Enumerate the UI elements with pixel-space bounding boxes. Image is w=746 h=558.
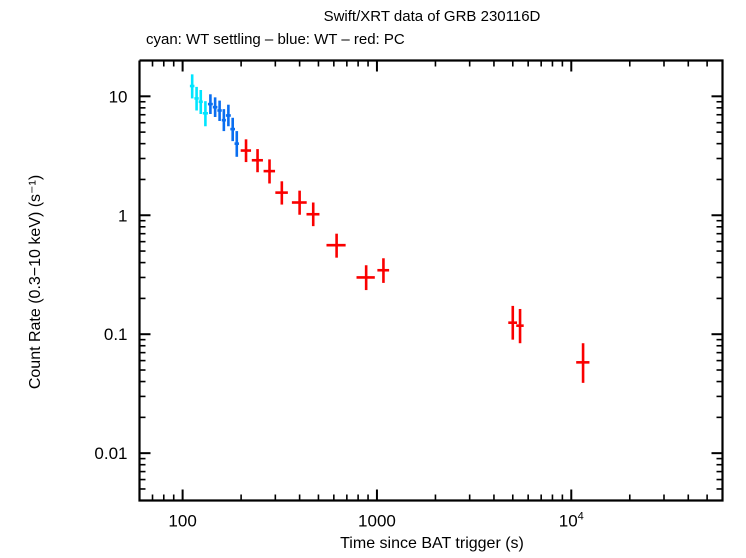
y-tick-label-0: 10 bbox=[109, 87, 128, 106]
data-point bbox=[326, 233, 346, 258]
data-point bbox=[234, 131, 239, 157]
data-point bbox=[263, 159, 276, 184]
y-tick-label-2: 0.1 bbox=[104, 325, 128, 344]
chart-subtitle-legend: cyan: WT settling – blue: WT – red: PC bbox=[146, 31, 405, 48]
data-point bbox=[225, 104, 231, 127]
data-point bbox=[189, 74, 195, 99]
data-point bbox=[275, 181, 288, 205]
x-tick-labels: 100 1000 104 bbox=[168, 511, 583, 531]
series-pc bbox=[240, 139, 590, 383]
chart-title: Swift/XRT data of GRB 230116D bbox=[324, 8, 541, 25]
x-axis-label: Time since BAT trigger (s) bbox=[340, 535, 524, 552]
series-wt bbox=[207, 94, 239, 157]
data-point bbox=[212, 97, 218, 117]
x-tick-label-2: 104 bbox=[559, 511, 584, 531]
data-point bbox=[356, 265, 375, 291]
y-tick-label-1: 1 bbox=[118, 206, 127, 225]
series-wt-settling bbox=[189, 74, 208, 127]
data-point bbox=[306, 202, 320, 227]
data-point bbox=[194, 86, 199, 111]
data-point bbox=[221, 109, 226, 132]
data-point bbox=[240, 139, 252, 163]
data-point bbox=[508, 305, 518, 340]
data-point bbox=[230, 117, 235, 142]
data-series-group bbox=[189, 74, 590, 383]
data-point bbox=[377, 258, 390, 283]
y-axis-label: Count Rate (0.3−10 keV) (s⁻¹) bbox=[27, 175, 44, 389]
axis-ticks bbox=[138, 59, 724, 502]
data-point bbox=[207, 94, 213, 115]
data-point bbox=[291, 190, 307, 215]
data-point bbox=[251, 149, 263, 173]
data-point bbox=[576, 343, 590, 383]
x-tick-label-0: 100 bbox=[168, 512, 196, 531]
x-tick-label-1: 1000 bbox=[358, 512, 396, 531]
y-tick-labels: 10 1 0.1 0.01 bbox=[94, 87, 127, 463]
data-point bbox=[516, 308, 524, 344]
data-point bbox=[217, 100, 222, 122]
data-point bbox=[198, 89, 203, 115]
data-point bbox=[202, 101, 208, 127]
y-tick-label-3: 0.01 bbox=[94, 444, 127, 463]
